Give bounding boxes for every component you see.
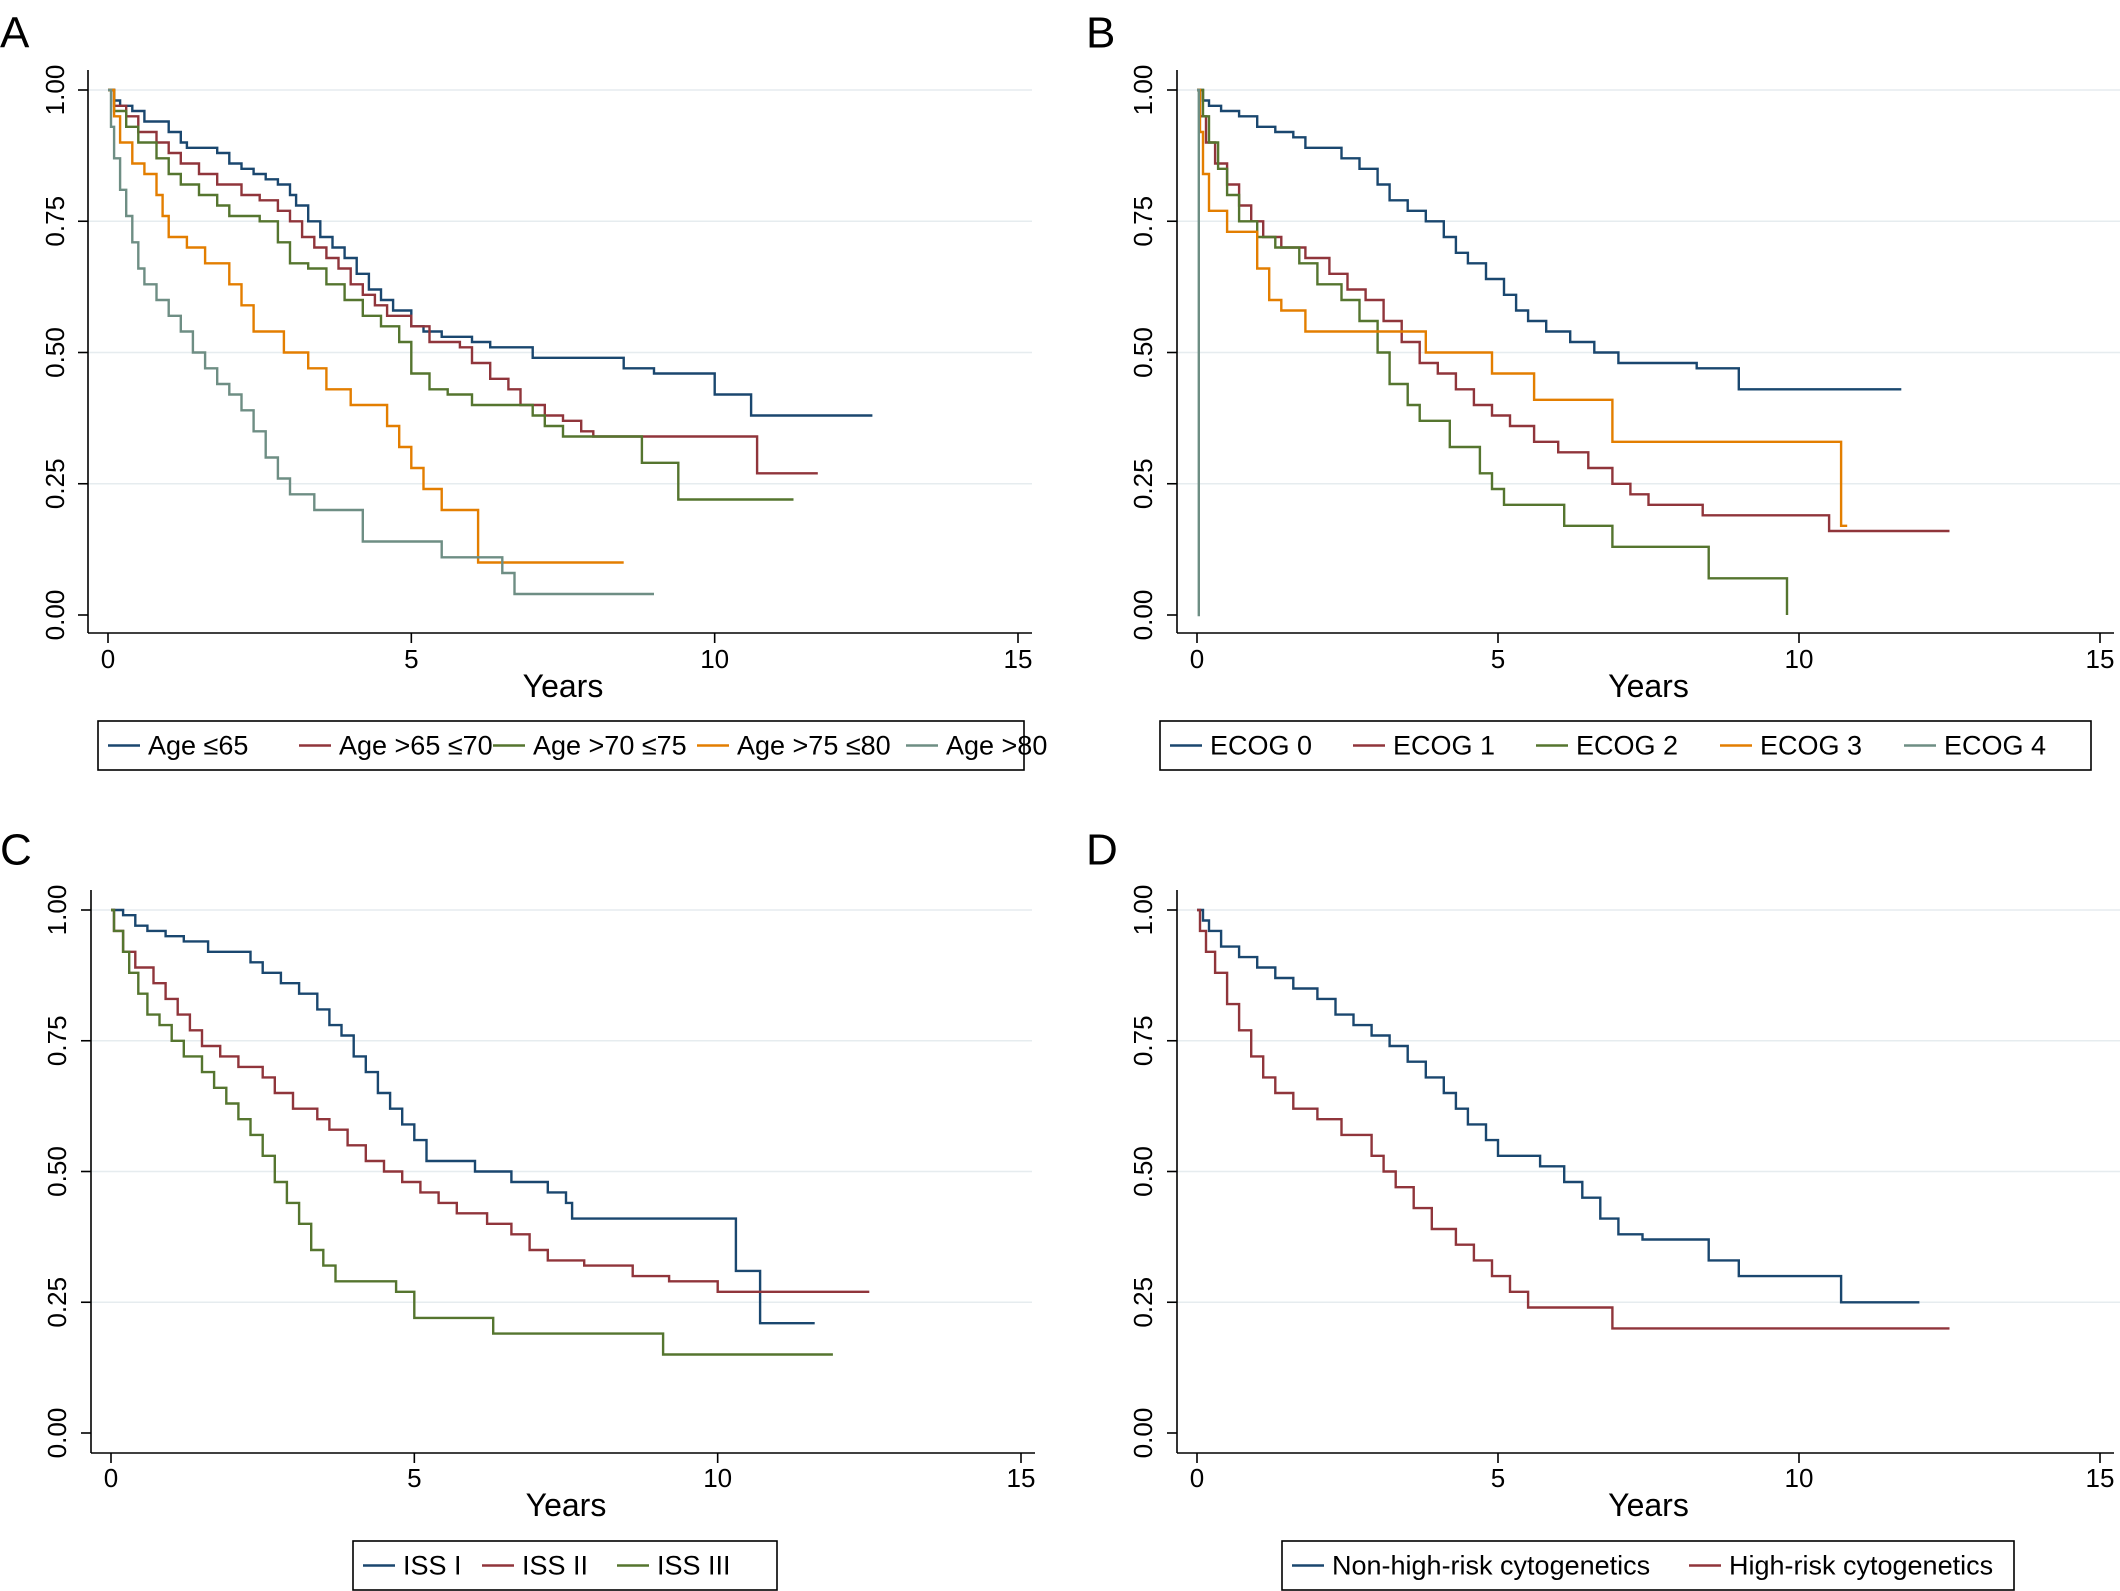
- legend-box: [97, 720, 1025, 771]
- legend: Age ≤65 Age >65 ≤70 Age >70 ≤75 Age >75 ≤80…: [97, 720, 1047, 771]
- panel-letter: D: [1086, 826, 1118, 875]
- x-axis-title: Years: [523, 668, 604, 704]
- legend-box: [352, 1540, 778, 1591]
- legend-label: Age >65 ≤70: [339, 731, 493, 761]
- y-tick-label: 0.50: [1128, 1146, 1158, 1197]
- legend-label: ECOG 2: [1576, 731, 1678, 761]
- legend: ECOG 0 ECOG 1 ECOG 2 ECOG 3 ECOG 4: [1159, 720, 2092, 771]
- legend: Non-high-risk cytogenetics High-risk cyto…: [1281, 1540, 2015, 1591]
- series-line-5: [1197, 88, 1200, 617]
- series-line-1: [1197, 908, 1920, 1304]
- y-tick-label: 0.25: [1128, 458, 1158, 509]
- x-tick-label: 10: [703, 1463, 732, 1493]
- x-tick-label: 5: [1491, 644, 1505, 674]
- y-tick-label: 0.25: [42, 1277, 72, 1328]
- x-tick-label: 0: [104, 1463, 118, 1493]
- series-line-2: [1197, 88, 1950, 533]
- series-line-2: [111, 908, 870, 1293]
- y-tick-label: 1.00: [1128, 885, 1158, 936]
- y-tick-label: 0.25: [40, 458, 70, 509]
- y-tick-label: 0.75: [42, 1015, 72, 1066]
- y-tick-label: 0.00: [40, 590, 70, 641]
- legend-label: High-risk cytogenetics: [1729, 1551, 1993, 1581]
- y-tick-label: 0.50: [42, 1146, 72, 1197]
- y-tick-label: 1.00: [42, 885, 72, 936]
- x-tick-label: 0: [1190, 644, 1204, 674]
- x-axis-title: Years: [526, 1487, 607, 1523]
- y-tick-label: 0.00: [1128, 590, 1158, 641]
- y-tick-label: 0.75: [1128, 1015, 1158, 1066]
- panel-letter: C: [0, 826, 32, 875]
- x-tick-label: 5: [407, 1463, 421, 1493]
- legend-label: ISS I: [403, 1551, 462, 1581]
- x-tick-label: 10: [700, 644, 729, 674]
- panel-letter: A: [0, 9, 30, 58]
- legend-label: ISS II: [522, 1551, 588, 1581]
- legend-label: Age >70 ≤75: [533, 731, 687, 761]
- legend-label: Non-high-risk cytogenetics: [1332, 1551, 1650, 1581]
- series-line-3: [108, 88, 794, 501]
- x-tick-label: 10: [1785, 1463, 1814, 1493]
- panel-letter: B: [1086, 9, 1115, 58]
- y-tick-label: 0.25: [1128, 1277, 1158, 1328]
- x-tick-label: 10: [1785, 644, 1814, 674]
- panel-d: D 0.00 0.25 0.50 0.75 1.00 0 5 10 15 Years Non-high…: [1086, 826, 2120, 1591]
- y-tick-label: 0.00: [1128, 1408, 1158, 1459]
- x-tick-label: 15: [1007, 1463, 1036, 1493]
- series-line-1: [108, 88, 873, 417]
- x-tick-label: 0: [101, 644, 115, 674]
- legend-label: Age ≤65: [148, 731, 248, 761]
- legend: ISS I ISS II ISS III: [352, 1540, 778, 1591]
- x-tick-label: 15: [1004, 644, 1033, 674]
- x-tick-label: 15: [2086, 644, 2115, 674]
- legend-box: [1281, 1540, 2015, 1591]
- y-tick-label: 0.50: [40, 327, 70, 378]
- series-line-1: [1197, 88, 1902, 391]
- legend-label: Age >75 ≤80: [737, 731, 891, 761]
- x-tick-label: 0: [1190, 1463, 1204, 1493]
- series-line-2: [1197, 908, 1950, 1330]
- series-line-5: [108, 88, 654, 596]
- legend-label: ECOG 3: [1760, 731, 1862, 761]
- y-tick-label: 0.00: [42, 1408, 72, 1459]
- x-axis-title: Years: [1608, 1487, 1689, 1523]
- x-tick-label: 5: [1491, 1463, 1505, 1493]
- x-tick-label: 15: [2086, 1463, 2115, 1493]
- legend-label: ECOG 4: [1944, 731, 2046, 761]
- y-tick-label: 1.00: [40, 65, 70, 116]
- series-line-3: [1197, 88, 1789, 615]
- series-line-3: [111, 908, 833, 1356]
- legend-label: ECOG 0: [1210, 731, 1312, 761]
- y-tick-label: 1.00: [1128, 65, 1158, 116]
- series-line-4: [1197, 88, 1848, 527]
- series-line-4: [108, 88, 624, 564]
- legend-label: ISS III: [657, 1551, 731, 1581]
- legend-label: Age >80: [946, 731, 1047, 761]
- y-tick-label: 0.75: [1128, 196, 1158, 247]
- legend-label: ECOG 1: [1393, 731, 1495, 761]
- x-tick-label: 5: [404, 644, 418, 674]
- x-axis-title: Years: [1608, 668, 1689, 704]
- y-tick-label: 0.50: [1128, 327, 1158, 378]
- series-line-1: [111, 908, 815, 1325]
- y-tick-label: 0.75: [40, 196, 70, 247]
